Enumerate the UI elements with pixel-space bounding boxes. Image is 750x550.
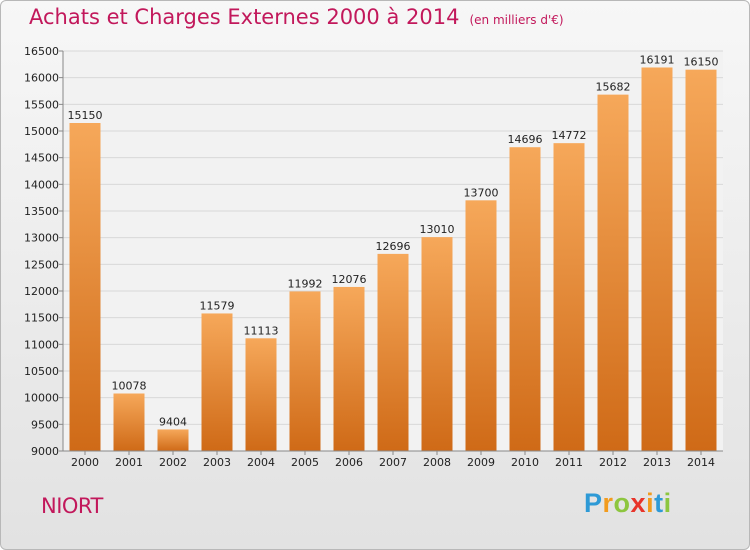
y-tick-label: 15000 <box>24 125 59 138</box>
data-label: 11113 <box>244 324 279 337</box>
data-label: 11579 <box>200 299 235 312</box>
y-tick-label: 10000 <box>24 392 59 405</box>
x-tick-label: 2006 <box>335 456 363 469</box>
y-tick-label: 12000 <box>24 285 59 298</box>
bar-2005 <box>289 291 321 451</box>
data-label: 12696 <box>376 240 411 253</box>
chart-subtitle: (en milliers d'€) <box>469 13 564 27</box>
y-tick-label: 11500 <box>24 312 59 325</box>
bar-2013 <box>641 67 673 451</box>
bar-2002 <box>157 429 189 451</box>
bar-2008 <box>421 237 453 451</box>
data-label: 16191 <box>640 53 675 66</box>
bar-2011 <box>553 143 585 451</box>
x-tick-label: 2012 <box>599 456 627 469</box>
x-tick-label: 2008 <box>423 456 451 469</box>
proxiti-logo: Proxiti <box>584 488 672 519</box>
logo-letter: x <box>630 488 647 518</box>
y-tick-label: 9500 <box>31 418 59 431</box>
data-label: 14772 <box>552 129 587 142</box>
data-label: 9404 <box>159 415 187 428</box>
x-tick-label: 2009 <box>467 456 495 469</box>
bar-2009 <box>465 200 497 451</box>
x-tick-label: 2000 <box>71 456 99 469</box>
y-tick-label: 14000 <box>24 178 59 191</box>
logo-letter: P <box>584 488 603 518</box>
y-tick-label: 16500 <box>24 45 59 58</box>
bar-2000 <box>69 123 101 451</box>
y-tick-label: 13500 <box>24 205 59 218</box>
y-tick-label: 16000 <box>24 72 59 85</box>
x-tick-label: 2013 <box>643 456 671 469</box>
data-label: 13010 <box>420 223 455 236</box>
y-tick-label: 12500 <box>24 258 59 271</box>
y-tick-label: 14500 <box>24 152 59 165</box>
data-label: 14696 <box>508 133 543 146</box>
x-tick-label: 2001 <box>115 456 143 469</box>
bar-2004 <box>245 338 277 451</box>
y-tick-label: 9000 <box>31 445 59 458</box>
bar-2001 <box>113 393 145 451</box>
logo-letter: i <box>663 488 672 518</box>
x-tick-label: 2007 <box>379 456 407 469</box>
data-label: 11992 <box>288 277 323 290</box>
logo-letter: i <box>646 488 655 518</box>
data-label: 15682 <box>596 81 631 94</box>
commune-name: NIORT <box>41 494 103 518</box>
data-label: 12076 <box>332 273 367 286</box>
data-label: 16150 <box>684 56 719 69</box>
bar-2014 <box>685 69 717 452</box>
y-tick-label: 10500 <box>24 365 59 378</box>
data-label: 13700 <box>464 186 499 199</box>
bar-2007 <box>377 253 409 451</box>
axes: 9000 9500 10000 10500 11000 11500 12000 12500 13… <box>24 45 723 469</box>
data-label: 10078 <box>112 380 147 393</box>
bar-2010 <box>509 147 541 452</box>
y-tick-label: 15500 <box>24 98 59 111</box>
chart-title: Achats et Charges Externes 2000 à 2014 <box>29 5 460 29</box>
logo-letter: t <box>654 488 664 518</box>
bar-2012 <box>597 94 629 452</box>
y-tick-label: 13000 <box>24 232 59 245</box>
x-tick-label: 2005 <box>291 456 319 469</box>
x-tick-label: 2010 <box>511 456 539 469</box>
bar-2003 <box>201 313 233 451</box>
chart-header: Achats et Charges Externes 2000 à 2014 (e… <box>29 5 564 29</box>
x-tick-label: 2004 <box>247 456 275 469</box>
logo-letter: o <box>613 488 631 518</box>
x-tick-label: 2011 <box>555 456 583 469</box>
y-tick-label: 11000 <box>24 338 59 351</box>
bars: 15150 10078 9404 11579 11113 11992 12076 12696 1… <box>68 53 719 452</box>
x-tick-label: 2002 <box>159 456 187 469</box>
logo-letter: r <box>602 488 614 518</box>
bar-2006 <box>333 286 365 451</box>
data-label: 15150 <box>68 109 103 122</box>
x-tick-label: 2003 <box>203 456 231 469</box>
x-tick-label: 2014 <box>687 456 715 469</box>
